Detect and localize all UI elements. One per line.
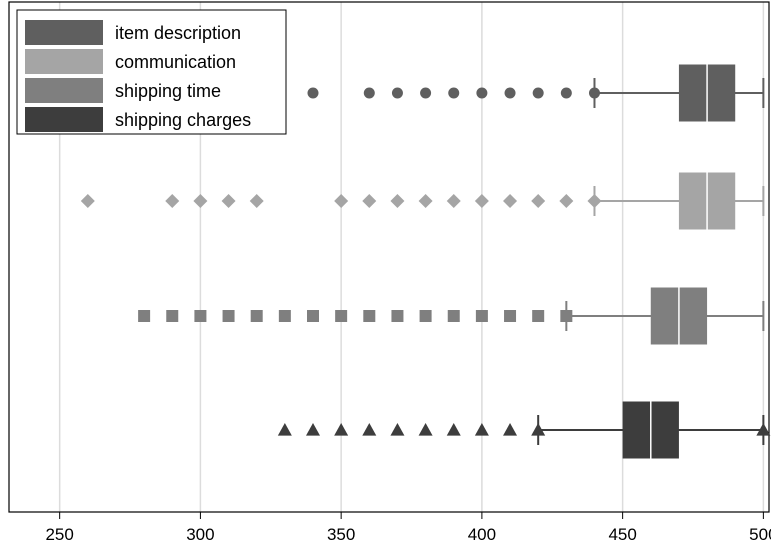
- outlier-point: [446, 194, 461, 208]
- legend-label: item description: [115, 23, 241, 43]
- outlier-point: [418, 194, 433, 208]
- outlier-point: [193, 194, 208, 208]
- outlier-point: [504, 310, 517, 322]
- series-shipping-time: [138, 287, 765, 345]
- outlier-point: [222, 310, 235, 322]
- outlier-point: [476, 87, 488, 99]
- outlier-point: [588, 87, 600, 99]
- outlier-point: [587, 194, 602, 208]
- series-layer: [80, 64, 771, 459]
- outlier-point: [194, 310, 207, 322]
- outlier-point: [80, 194, 95, 208]
- outlier-point: [756, 423, 771, 436]
- outlier-point: [559, 194, 574, 208]
- outlier-point: [363, 310, 376, 322]
- outlier-point: [362, 194, 377, 208]
- plot-area: [8, 1, 770, 513]
- outlier-point: [391, 87, 403, 99]
- outlier-point: [560, 310, 573, 322]
- outlier-point: [138, 310, 151, 322]
- outlier-point: [418, 423, 433, 436]
- outlier-point: [334, 194, 349, 208]
- outlier-point: [560, 87, 572, 99]
- outlier-point: [306, 423, 320, 436]
- series-item-description: [307, 64, 765, 122]
- series-shipping-charges: [277, 401, 771, 459]
- outlier-point: [532, 310, 545, 322]
- x-tick-label: 450: [608, 525, 636, 544]
- legend-swatch: [25, 78, 103, 103]
- outlier-point: [531, 423, 546, 436]
- outlier-point: [166, 310, 179, 322]
- outlier-point: [503, 423, 518, 436]
- outlier-point: [419, 310, 432, 322]
- outlier-point: [532, 87, 544, 99]
- x-tick-label: 400: [468, 525, 496, 544]
- outlier-point: [475, 310, 488, 322]
- legend-label: shipping charges: [115, 110, 251, 130]
- outlier-point: [221, 194, 236, 208]
- outlier-point: [391, 310, 404, 322]
- legend-swatch: [25, 107, 103, 132]
- outlier-point: [390, 423, 405, 436]
- outlier-point: [307, 310, 319, 322]
- x-axis: 250 300 350 400 450 500: [45, 512, 771, 544]
- outlier-point: [249, 194, 264, 208]
- outlier-point: [531, 194, 546, 208]
- legend-label: shipping time: [115, 81, 221, 101]
- legend-label: communication: [115, 52, 236, 72]
- legend-swatch: [25, 49, 103, 74]
- legend: item description communication shipping ti…: [16, 9, 287, 135]
- outlier-point: [446, 423, 461, 436]
- outlier-point: [504, 87, 516, 99]
- outlier-point: [390, 194, 405, 208]
- outlier-point: [278, 310, 291, 322]
- outlier-point: [362, 423, 377, 436]
- outlier-point: [250, 310, 263, 322]
- x-tick-label: 350: [327, 525, 355, 544]
- outlier-point: [335, 310, 348, 322]
- series-communication: [80, 172, 765, 230]
- outlier-point: [307, 87, 319, 99]
- x-tick-label: 500: [749, 525, 771, 544]
- outlier-point: [447, 310, 460, 322]
- outlier-point: [277, 423, 292, 436]
- outlier-point: [474, 194, 489, 208]
- outlier-point: [448, 87, 460, 99]
- outlier-point: [474, 423, 489, 436]
- legend-swatch: [25, 20, 103, 45]
- outlier-point: [334, 423, 349, 436]
- outlier-point: [503, 194, 518, 208]
- outlier-point: [363, 87, 375, 99]
- x-tick-label: 300: [186, 525, 214, 544]
- outlier-point: [420, 87, 432, 99]
- x-tick-label: 250: [45, 525, 73, 544]
- outlier-point: [165, 194, 180, 208]
